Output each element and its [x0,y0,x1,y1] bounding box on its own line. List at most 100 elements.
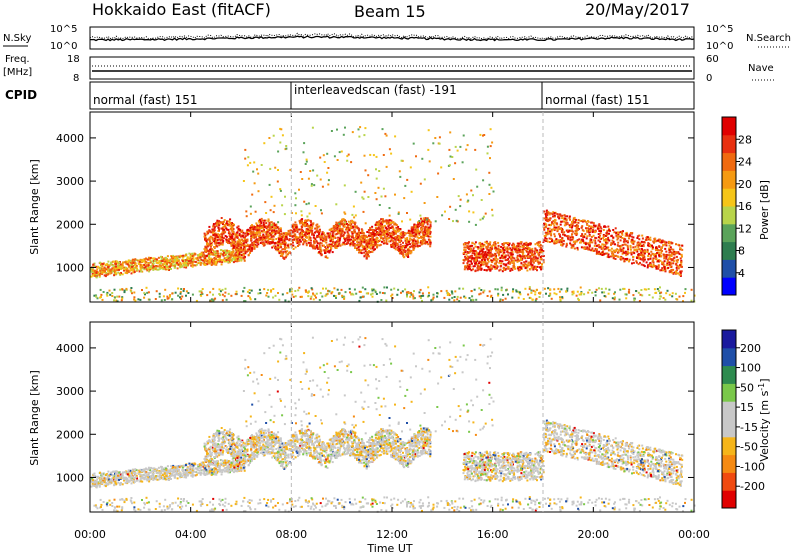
power-cell [347,226,350,229]
power-cell [261,242,264,245]
power-cell [590,235,593,238]
power-cell [105,268,108,271]
power-cell [486,262,489,265]
power-cell [417,229,419,231]
power-cell [344,291,347,294]
power-cell [93,265,96,268]
power-cell [636,237,639,239]
power-cell [335,229,338,232]
power-cell [657,239,660,242]
power-cell [223,228,226,231]
power-cell [404,244,407,247]
power-cell [210,253,213,256]
power-cell [627,248,630,251]
power-cell [375,293,378,295]
power-cell [346,226,348,229]
power-cell [296,242,299,245]
power-cell [213,240,216,243]
power-cell [489,241,492,244]
power-cell [151,257,154,260]
power-cell [624,243,627,246]
power-cell [204,256,206,259]
power-cell [112,260,115,263]
power-cell [229,218,232,221]
power-cell [586,247,589,250]
power-cell [392,228,395,230]
power-cell [465,246,468,249]
power-cell [298,236,301,239]
power-cell [553,214,556,217]
power-cell [331,233,334,236]
power-cell [244,241,247,244]
power-cell [262,221,265,224]
power-cell [224,256,227,259]
power-cell [165,259,168,262]
power-cell [237,225,240,228]
power-cell [378,239,381,242]
power-cell [487,249,490,252]
power-cell [205,240,208,243]
power-cell [279,227,282,230]
power-cell [376,237,379,240]
power-cell [554,221,557,224]
power-cell [250,233,253,236]
power-cell [94,271,97,273]
power-cell [263,226,266,228]
power-cell [511,251,514,253]
power-cell [361,244,364,247]
power-cell [194,253,197,256]
power-cell [342,233,345,236]
power-cell [399,245,402,248]
power-cell [608,288,611,291]
power-cell [320,233,323,236]
power-cell [555,241,558,243]
power-cell [545,224,548,227]
power-cell [498,261,501,264]
power-cell [228,224,231,227]
power-cell [673,250,676,253]
power-cell [590,225,593,228]
power-cell [663,257,666,260]
power-cell [415,226,418,229]
power-cell [605,238,608,240]
power-cell [544,226,547,228]
power-cell [659,239,661,242]
noise-left-tick-low: 10^0 [50,41,77,52]
power-cell [647,258,650,261]
power-cell [494,244,497,247]
power-cell [529,263,532,266]
power-cell [372,249,375,252]
power-cell [390,219,393,222]
power-cell [229,241,232,244]
power-cell [318,234,321,237]
power-cell [597,233,600,236]
power-cell [272,238,275,241]
power-cell [321,231,324,234]
power-cell [332,238,334,241]
power-cell [638,244,641,247]
power-cell [614,296,616,299]
power-cell [575,240,578,243]
power-cell [224,225,227,228]
power-cell [361,231,364,234]
power-cell [193,260,195,263]
power-cell [393,223,396,226]
power-cell [547,210,550,213]
power-cell [406,254,408,257]
power-cell [261,225,264,228]
power-cell [469,265,472,268]
power-cell [492,257,495,260]
power-cell [357,246,360,249]
power-cell [270,235,273,238]
power-cell [423,229,426,232]
power-cell [338,244,341,247]
power-cell [378,227,381,230]
power-cell [236,240,239,243]
power-cell [217,230,220,233]
power-cell [682,300,684,303]
power-cell [324,248,327,251]
power-cell [659,249,661,252]
station-title: Hokkaido East (fitACF) [92,0,271,19]
power-cell [655,265,658,268]
power-cell [191,253,193,256]
